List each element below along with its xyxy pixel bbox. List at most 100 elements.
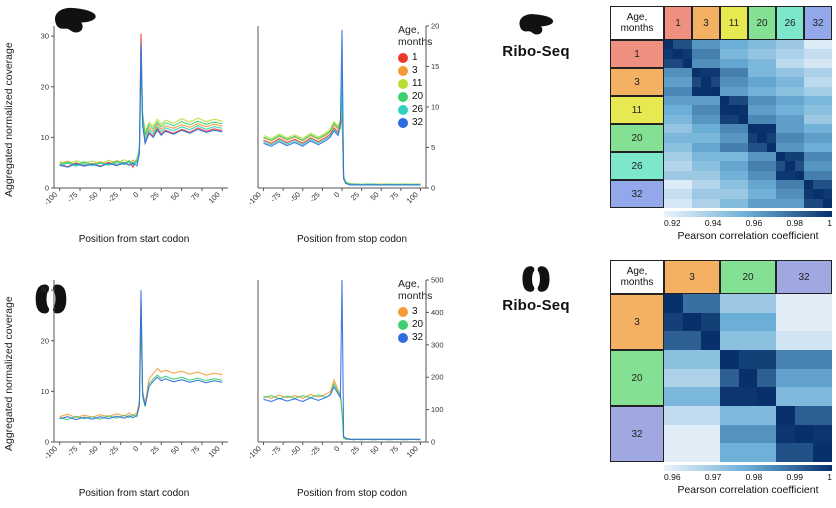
heatmap-cell — [813, 179, 823, 190]
heatmap-cell — [701, 294, 720, 313]
heatmap-cell — [766, 179, 776, 190]
heatmap-cell — [738, 49, 748, 59]
heatmap-cell — [710, 123, 720, 134]
heatmap-cell — [719, 105, 730, 115]
heatmap-cell — [729, 95, 739, 106]
heatmap-cell — [803, 77, 814, 87]
heatmap-cell — [729, 58, 739, 68]
heatmap-cell — [682, 405, 702, 425]
heatmap-cell — [738, 114, 748, 124]
x-axis-label-stop: Position from stop codon — [296, 488, 408, 499]
heatmap-cell — [747, 77, 758, 87]
heatmap-cell — [710, 58, 720, 68]
svg-text:50: 50 — [368, 190, 380, 202]
svg-text:0: 0 — [131, 444, 140, 453]
heatmap-cell — [682, 294, 702, 313]
colorbar-tick: 1 — [827, 218, 832, 228]
heatmap-cell — [701, 77, 711, 87]
heatmap-cell — [738, 161, 748, 171]
heatmap-cell — [822, 58, 832, 68]
heatmap-column-header: 26 — [776, 6, 804, 40]
legend-entry-label: 11 — [412, 78, 423, 90]
heatmap-column-header: 20 — [720, 260, 776, 294]
line-chart: -100 -75 -50 -25 0 25 50 75 100 0 5 10 15 20 — [246, 22, 439, 208]
heatmap-cell — [682, 123, 692, 134]
heatmap-cell — [766, 133, 776, 143]
heatmap-cell — [738, 424, 758, 444]
kidney-icon — [34, 282, 68, 316]
heatmap-cell — [738, 312, 758, 332]
heatmap-cell — [691, 142, 702, 152]
heatmap-cell — [813, 123, 823, 134]
legend-entries: 3 20 32 — [398, 306, 450, 343]
heatmap-cell — [747, 170, 758, 180]
legend-color-dot — [398, 52, 408, 63]
heatmap-cell — [822, 142, 832, 152]
svg-text:-25: -25 — [106, 190, 120, 204]
svg-text:-100: -100 — [246, 444, 263, 461]
heatmap-cell — [747, 179, 758, 190]
heatmap-cell — [719, 49, 730, 59]
heatmap-cell — [794, 105, 804, 115]
svg-text:-25: -25 — [308, 190, 322, 204]
heatmap-cell — [757, 331, 776, 350]
heatmap-cell — [691, 133, 702, 143]
heatmap-cell — [757, 387, 776, 406]
heatmap-cell — [701, 95, 711, 106]
heatmap-cell — [701, 405, 720, 425]
heatmap-cell — [719, 67, 730, 78]
heatmap-cell — [794, 114, 804, 124]
age-legend: Age, months 3 20 32 — [398, 278, 450, 345]
heatmap-cell — [785, 133, 795, 143]
heatmap-cell — [738, 179, 748, 190]
heatmap-cell — [747, 58, 758, 68]
heatmap-cell — [701, 58, 711, 68]
heatmap-cell — [701, 67, 711, 78]
heatmap-cell — [682, 424, 702, 444]
legend-entry-label: 3 — [412, 306, 418, 318]
legend-entry: 32 — [398, 117, 450, 128]
colorbar-tick: 0.99 — [786, 472, 803, 482]
heatmap-cell — [664, 294, 683, 313]
heatmap-cell — [691, 40, 702, 50]
svg-text:75: 75 — [388, 190, 400, 202]
line-chart: -100 -75 -50 -25 0 25 50 75 100 0 10 20 30 — [41, 26, 228, 207]
heatmap-cell — [664, 133, 674, 143]
svg-text:10: 10 — [41, 387, 49, 396]
svg-text:15: 15 — [431, 62, 439, 71]
svg-text:100: 100 — [207, 444, 222, 459]
heatmap-cell — [719, 189, 730, 199]
heatmap-cell — [813, 349, 832, 369]
heatmap-cell — [775, 424, 795, 444]
heatmap-cell — [803, 40, 814, 50]
legend-color-dot — [398, 65, 408, 76]
heatmap-cell — [803, 105, 814, 115]
heatmap-cell — [719, 349, 739, 369]
heatmap-cell — [747, 142, 758, 152]
heatmap-cell — [747, 95, 758, 106]
heatmap-cell — [785, 40, 795, 50]
heatmap-cell — [794, 142, 804, 152]
svg-text:100: 100 — [207, 190, 222, 205]
heatmap-cell — [822, 179, 832, 190]
heatmap-cell — [664, 443, 683, 462]
heatmap-cell — [757, 77, 767, 87]
heatmap-cell — [729, 123, 739, 134]
heatmap-cell — [775, 170, 786, 180]
heatmap-cell — [664, 151, 674, 162]
heatmap-cell — [766, 67, 776, 78]
heatmap-cell — [682, 170, 692, 180]
heatmap-cell — [757, 49, 767, 59]
heatmap-cell — [757, 179, 767, 190]
svg-text:75: 75 — [388, 444, 400, 456]
heatmap-cell — [682, 368, 702, 388]
heatmap-cell — [682, 133, 692, 143]
svg-text:-75: -75 — [65, 190, 79, 204]
heatmap-cell — [729, 133, 739, 143]
heatmap-cell — [682, 189, 692, 199]
legend-entry-label: 3 — [412, 65, 418, 77]
heatmap-cell — [710, 189, 720, 199]
heatmap-cell — [822, 161, 832, 171]
svg-text:0: 0 — [45, 184, 49, 193]
heatmap-cell — [757, 95, 767, 106]
